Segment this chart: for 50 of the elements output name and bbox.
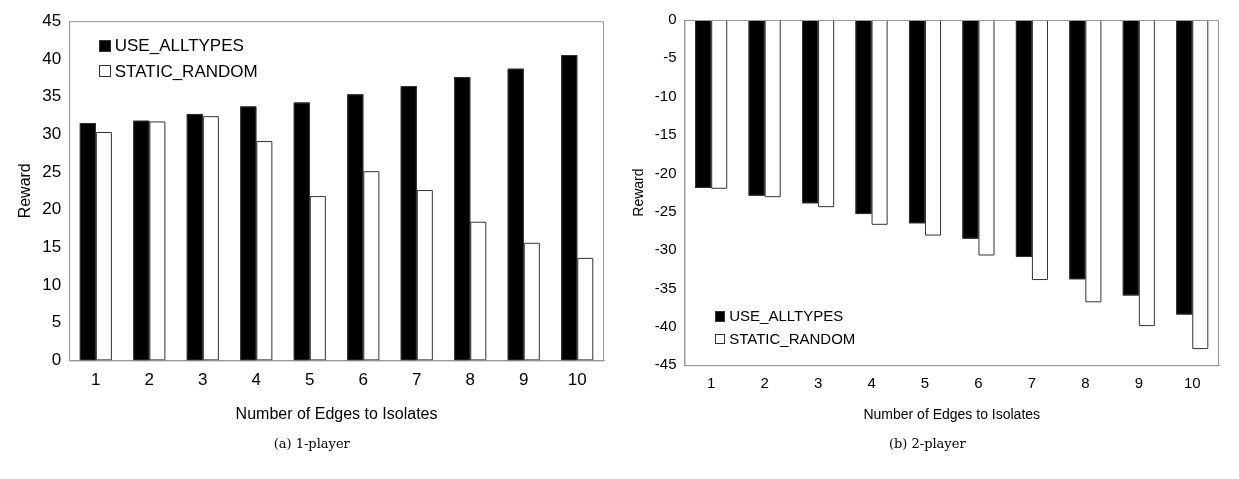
x-tick-label: 6 [358,370,368,390]
y-tick-label: -10 [655,86,677,104]
x-tick-label: 10 [567,370,587,390]
y-tick-label: 40 [41,48,61,68]
y-tick-label: 20 [41,199,61,219]
x-tick-label: 8 [465,370,475,390]
y-tick-label: 35 [41,86,61,106]
x-tick-label: 7 [411,370,422,390]
x-tick-label: 4 [251,370,261,390]
y-tick-label: 30 [41,123,61,143]
y-axis-title: Reward [15,163,33,219]
x-axis-title: Number of Edges to Isolates [863,406,1041,423]
y-tick-label: -15 [655,125,677,143]
y-tick-label: -20 [655,163,677,181]
text: (b) 2-player [888,436,966,451]
legend-label: USE_ALLTYPES [729,306,844,327]
x-tick-label: 1 [707,374,716,392]
y-tick-label: 15 [41,237,61,257]
y-tick-label: 45 [41,10,61,30]
x-axis-title: Number of Edges to Isolates [235,404,438,422]
x-tick-label: 8 [1081,374,1090,392]
y-tick-label: -35 [655,278,677,296]
x-tick-label: 10 [1184,374,1201,392]
y-tick-label: -25 [655,201,677,219]
x-tick-label: 9 [1134,374,1144,392]
legend-label: STATIC_RANDOM [729,328,856,349]
x-tick-label: 1 [90,370,101,390]
x-tick-label: 2 [144,370,154,390]
y-axis-title: Reward [630,168,647,217]
x-tick-label: 3 [197,370,208,390]
legend-label: USE_ALLTYPES [114,35,244,58]
y-tick-label: 5 [51,312,61,332]
x-tick-label: 3 [814,374,823,392]
y-tick-label: -40 [655,316,677,334]
x-tick-label: 9 [518,370,529,390]
x-tick-label: 2 [760,374,770,392]
y-tick-label: 25 [41,161,61,181]
x-tick-label: 4 [867,374,876,392]
y-tick-label: 0 [668,10,677,28]
legend-label: STATIC_RANDOM [114,60,258,83]
y-tick-label: 0 [51,350,61,370]
x-tick-label: 6 [974,374,983,392]
y-tick-label: -5 [663,48,677,66]
x-tick-label: 5 [304,370,315,390]
x-tick-label: 7 [1028,374,1037,392]
y-tick-label: 10 [41,274,61,294]
y-tick-label: -30 [655,240,677,258]
text: (a) 1-player [273,436,350,451]
x-tick-label: 5 [921,374,930,392]
y-tick-label: -45 [655,355,677,373]
